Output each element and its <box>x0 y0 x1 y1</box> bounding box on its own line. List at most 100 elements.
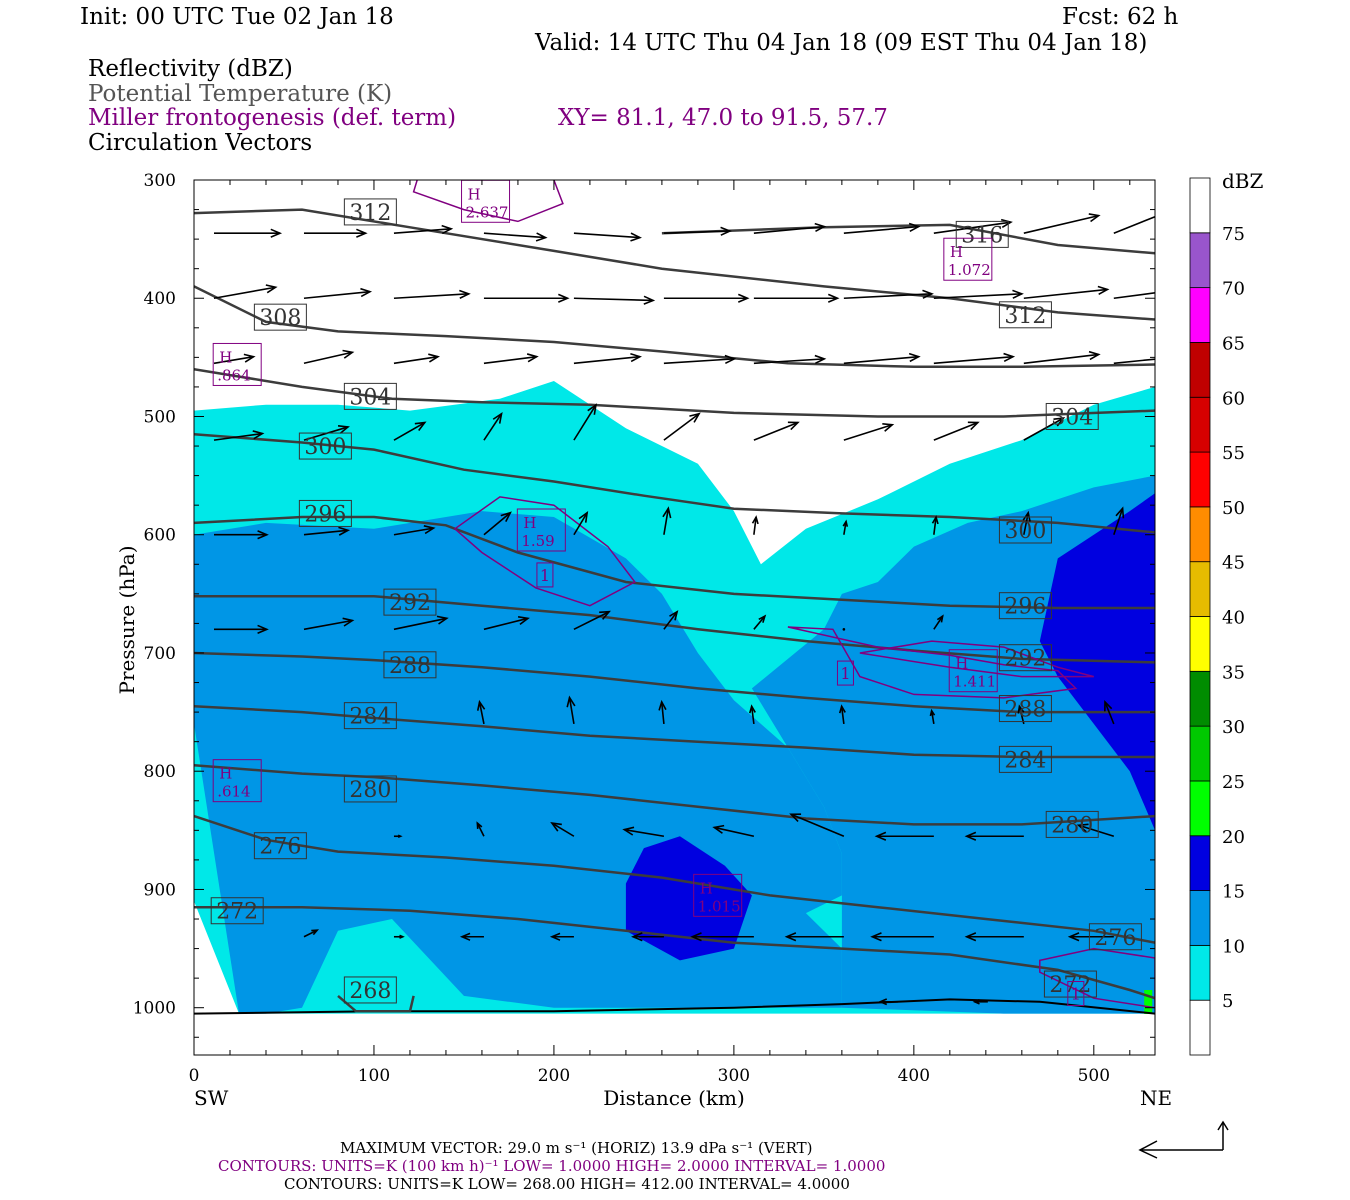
circulation-vector <box>393 615 449 631</box>
colorbar-label: 75 <box>1222 224 1245 245</box>
vector-shaft <box>573 297 654 302</box>
circulation-vector <box>573 403 598 441</box>
theta-label-272: 272 <box>1043 970 1097 998</box>
vector-shaft <box>840 706 845 725</box>
circulation-vector <box>933 289 1024 300</box>
theta-contour-288 <box>194 651 1155 714</box>
vector-head <box>356 228 368 238</box>
circulation-vector <box>753 421 800 441</box>
vector-shaft <box>483 232 546 239</box>
frontogenesis-contour <box>859 640 1094 678</box>
vector-head <box>874 831 887 841</box>
vector-shaft <box>393 228 452 235</box>
vector-head <box>342 349 355 359</box>
vector-shaft <box>573 611 610 631</box>
forecast-hour: Fcst: 62 h <box>1062 4 1179 30</box>
theta-label-box <box>998 644 1052 672</box>
colorbar-swatch <box>1189 944 1211 1001</box>
footer-contours-theta: CONTOURS: UNITS=K LOW= 268.00 HIGH= 412.… <box>284 1175 850 1193</box>
vector-shaft <box>843 521 847 535</box>
vector-head <box>500 511 512 522</box>
colorbar-swatch <box>1189 396 1211 453</box>
colorbar-swatch <box>1189 835 1211 891</box>
theta-label-box <box>253 303 307 331</box>
vector-head <box>476 821 483 829</box>
circulation-vector <box>573 295 656 305</box>
circulation-vector <box>573 232 642 242</box>
circulation-vector <box>549 932 574 941</box>
vector-shaft <box>1023 417 1064 441</box>
circulation-vector <box>964 932 1024 942</box>
theta-label-text: 272 <box>1049 973 1091 998</box>
vector-head <box>1022 510 1031 522</box>
vector-shaft <box>750 706 755 725</box>
vector-head <box>1000 218 1013 229</box>
theta-contour-296 <box>194 515 1155 610</box>
circulation-vector <box>663 610 679 630</box>
frontogenesis-max-label: H.614 <box>212 759 262 803</box>
vector-head <box>784 932 797 942</box>
circulation-vector <box>393 525 436 536</box>
circulation-vector <box>662 506 672 535</box>
frontogenesis-label-box <box>948 649 998 693</box>
theta-label-text: 300 <box>1004 519 1046 544</box>
vector-head <box>1012 289 1024 299</box>
vector-shaft <box>213 432 263 441</box>
vector-shaft <box>483 355 537 365</box>
vector-head <box>789 813 802 822</box>
circulation-vector <box>843 289 934 300</box>
vector-shaft <box>790 813 845 837</box>
frontogenesis-contour-label-text: 1 <box>840 664 850 683</box>
vector-shaft <box>303 929 318 938</box>
legend-theta: Potential Temperature (K) <box>88 81 393 107</box>
theta-label-284: 284 <box>343 702 397 730</box>
circulation-vector <box>483 353 539 365</box>
circulation-vector <box>393 353 440 365</box>
colorbar-swatch <box>1189 725 1211 782</box>
circulation-vector <box>393 224 454 235</box>
vector-head <box>964 831 977 841</box>
vector-shaft <box>393 355 439 365</box>
vector-head <box>414 421 427 431</box>
colorbar-swatch <box>1189 616 1211 672</box>
frontogenesis-label-box <box>212 342 262 386</box>
vector-head <box>964 932 977 942</box>
vector-shaft <box>303 290 371 300</box>
colorbar-label: 55 <box>1222 443 1245 464</box>
theta-label-284: 284 <box>998 745 1052 773</box>
circulation-vector <box>213 284 278 300</box>
vector-head <box>630 232 642 242</box>
frontogenesis-label-h: H <box>219 348 232 366</box>
theta-label-288: 288 <box>383 651 437 679</box>
vector-shaft <box>933 221 1011 235</box>
vector-head <box>814 222 827 233</box>
vector-head <box>929 708 936 717</box>
circulation-vector <box>663 226 732 236</box>
reflectivity-area-20dbz <box>1144 990 1153 1014</box>
theta-label-box <box>998 592 1052 620</box>
vector-shaft <box>573 355 641 365</box>
circulation-vector <box>214 624 269 634</box>
frontogenesis-max-label: H2.637 <box>461 179 511 223</box>
circulation-vector <box>784 932 844 942</box>
colorbar-swatch <box>1189 451 1211 508</box>
vector-head <box>1076 823 1089 833</box>
vector-head <box>1170 207 1180 214</box>
circulation-vector <box>476 699 486 725</box>
theta-label-box <box>1045 810 1099 838</box>
vector-head <box>658 699 667 711</box>
theta-label-text: 296 <box>1004 595 1046 620</box>
frontogenesis-max-label: H1.015 <box>693 873 743 917</box>
vector-shaft <box>933 421 979 441</box>
colorbar-swatch <box>1189 780 1211 837</box>
vector-shaft <box>483 512 511 536</box>
theta-label-text: 304 <box>1051 405 1093 430</box>
vector-shaft <box>303 351 353 365</box>
frontogenesis-contour-label-box <box>1067 981 1085 1007</box>
vector-shaft <box>1104 701 1115 725</box>
vector-head <box>751 515 759 525</box>
theta-label-box <box>343 775 397 803</box>
frontogenesis-label-value: 1.59 <box>521 532 554 550</box>
vector-shaft <box>1023 214 1099 234</box>
theta-label-text: 276 <box>1094 926 1136 951</box>
